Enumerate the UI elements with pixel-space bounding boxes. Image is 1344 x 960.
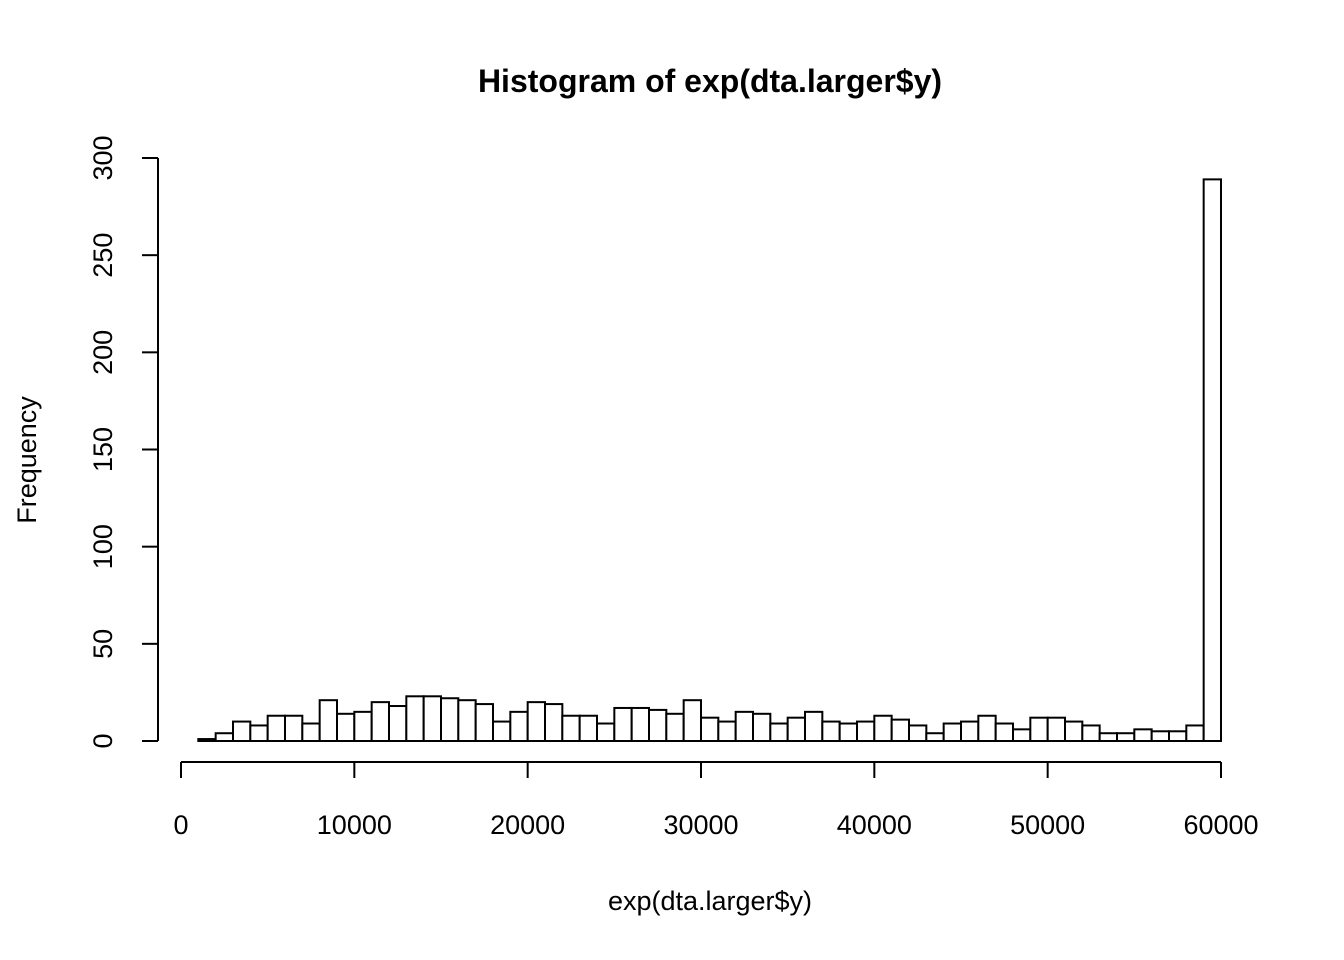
y-axis-label: Frequency <box>12 396 42 524</box>
x-tick-label: 0 <box>173 810 188 840</box>
histogram-bar <box>682 699 703 743</box>
histogram-bar <box>1202 178 1222 743</box>
histogram-bar <box>232 720 252 742</box>
histogram-bar <box>1012 728 1032 743</box>
bars-group <box>197 178 1222 743</box>
x-tick-label: 40000 <box>837 810 912 840</box>
histogram-bar <box>942 722 963 743</box>
histogram-bar <box>700 716 720 742</box>
histogram-bar <box>630 706 651 742</box>
histogram-bar <box>1185 724 1205 742</box>
histogram-bar <box>301 722 321 743</box>
y-tick-label: 50 <box>88 629 118 659</box>
histogram-bar <box>214 732 235 743</box>
histogram-bar <box>1116 732 1136 743</box>
y-tick-label: 300 <box>88 135 118 180</box>
histogram-bar <box>804 710 824 742</box>
x-tick-label: 10000 <box>317 810 392 840</box>
histogram-bar <box>405 695 425 743</box>
y-tick-label: 200 <box>88 330 118 375</box>
histogram-bar <box>734 710 755 742</box>
histogram-bar <box>1150 730 1170 742</box>
histogram-bar <box>1064 720 1084 742</box>
histogram-bar <box>197 738 217 742</box>
histogram-bar <box>786 716 807 742</box>
y-axis: 0 50 100 150 200 250 300 <box>88 135 159 749</box>
histogram-bar <box>440 697 460 742</box>
histogram-bar <box>422 695 442 743</box>
histogram-bar <box>613 706 633 742</box>
x-tick-label: 60000 <box>1183 810 1258 840</box>
histogram-bar <box>977 714 997 743</box>
histogram-bar <box>509 710 529 742</box>
histogram-bar <box>578 714 599 743</box>
histogram-bar <box>596 722 616 743</box>
histogram-bar <box>474 703 494 742</box>
histogram-bar <box>353 710 373 742</box>
histogram-bar <box>492 720 512 742</box>
histogram-bar <box>526 701 547 743</box>
histogram-bar <box>249 724 269 742</box>
histogram-bar <box>717 720 737 742</box>
histogram-bar <box>890 718 911 743</box>
histogram-bar <box>1046 716 1066 742</box>
histogram-bar <box>665 712 685 743</box>
histogram-bar <box>1029 716 1049 742</box>
y-tick-label: 250 <box>88 233 118 278</box>
histogram-bar <box>388 705 408 743</box>
chart-title: Histogram of exp(dta.larger$y) <box>478 63 942 99</box>
histogram-bar <box>856 720 876 742</box>
y-tick-label: 150 <box>88 427 118 472</box>
x-tick-label: 20000 <box>490 810 565 840</box>
histogram-bar <box>821 720 841 742</box>
histogram-bar <box>908 724 928 742</box>
histogram-bar <box>266 714 286 743</box>
histogram-bar <box>1098 732 1118 743</box>
histogram-bar <box>994 722 1015 743</box>
histogram-bar <box>1168 730 1188 742</box>
histogram-bar <box>648 708 668 743</box>
histogram-bar <box>873 714 893 743</box>
histogram-bar <box>561 714 581 743</box>
x-tick-label: 50000 <box>1010 810 1085 840</box>
histogram-bar <box>457 699 477 743</box>
x-axis-label: exp(dta.larger$y) <box>608 886 812 916</box>
histogram-bar <box>752 712 772 743</box>
histogram-bar <box>544 703 564 742</box>
histogram-bar <box>838 722 859 743</box>
histogram-bar <box>925 732 945 743</box>
histogram-bar <box>769 722 789 743</box>
histogram-bar <box>960 720 980 742</box>
x-tick-label: 30000 <box>663 810 738 840</box>
x-axis: 0 10000 20000 30000 40000 50000 60000 <box>173 761 1259 840</box>
histogram-bar <box>370 701 390 743</box>
histogram-bar <box>1133 728 1153 743</box>
y-tick-label: 100 <box>88 524 118 569</box>
histogram-bar <box>284 714 304 743</box>
histogram-bar <box>318 699 338 743</box>
histogram-bar <box>1081 724 1101 742</box>
histogram-bar <box>336 712 356 743</box>
y-tick-label: 0 <box>88 733 118 748</box>
